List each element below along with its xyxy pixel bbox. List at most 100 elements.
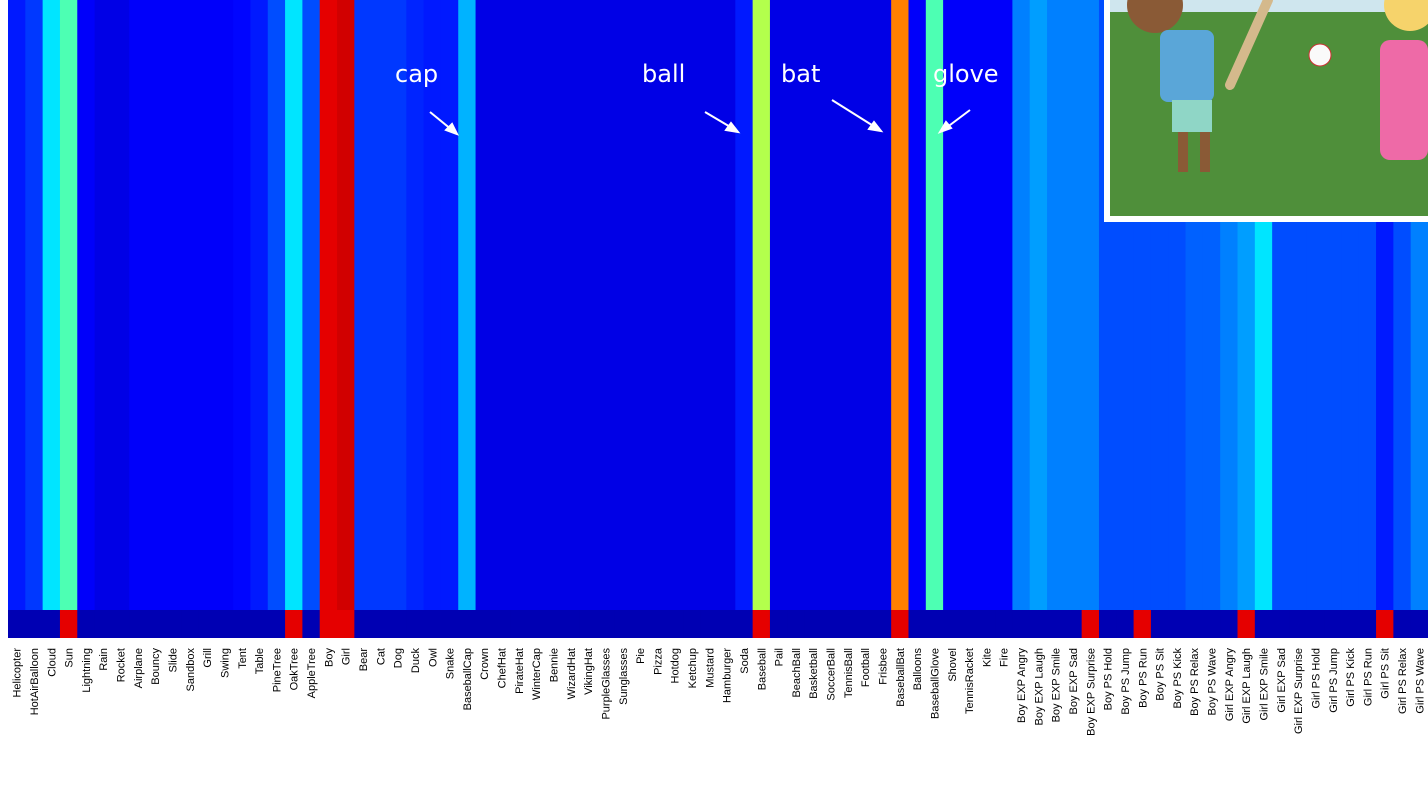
x-tick-label: Girl EXP Smile bbox=[1258, 648, 1270, 721]
heat-cell bbox=[510, 0, 528, 610]
heat-cell bbox=[649, 0, 667, 610]
heat-cell bbox=[787, 610, 805, 638]
heat-cell bbox=[354, 610, 372, 638]
heat-cell bbox=[770, 610, 788, 638]
heat-cell bbox=[43, 0, 61, 610]
heat-cell bbox=[943, 0, 961, 610]
x-tick-label: Pizza bbox=[652, 647, 664, 675]
heat-cell bbox=[1341, 610, 1359, 638]
heat-cell bbox=[129, 610, 147, 638]
heat-cell bbox=[960, 610, 978, 638]
heat-cell bbox=[389, 610, 407, 638]
heat-cell bbox=[787, 0, 805, 610]
heat-cell bbox=[164, 0, 182, 610]
x-tick-label: Boy bbox=[323, 648, 335, 667]
x-tick-label: Bennie bbox=[548, 648, 560, 682]
heat-cell bbox=[753, 0, 771, 610]
heat-cell bbox=[1393, 610, 1411, 638]
x-tick-label: AppleTree bbox=[306, 648, 318, 698]
x-tick-label: Tent bbox=[237, 648, 249, 669]
x-tick-label: Shovel bbox=[947, 648, 959, 682]
heat-cell bbox=[95, 610, 113, 638]
heat-cell bbox=[579, 0, 597, 610]
x-tick-label: Girl PS Relax bbox=[1397, 648, 1409, 715]
heat-cell bbox=[476, 610, 494, 638]
heat-cell bbox=[268, 0, 286, 610]
heat-cell bbox=[493, 610, 511, 638]
heat-cell bbox=[839, 610, 857, 638]
x-tick-label: Ketchup bbox=[687, 648, 699, 688]
heat-cell bbox=[77, 610, 95, 638]
heat-cell bbox=[1134, 610, 1152, 638]
heat-cell bbox=[320, 0, 338, 610]
heat-cell bbox=[978, 0, 996, 610]
heat-cell bbox=[1324, 610, 1342, 638]
heat-cell bbox=[770, 0, 788, 610]
x-tick-label: Girl PS Run bbox=[1362, 648, 1374, 706]
x-tick-label: PirateHat bbox=[514, 648, 526, 694]
annotation: bat bbox=[781, 60, 820, 88]
heat-cell bbox=[562, 0, 580, 610]
x-tick-label: Boy EXP Smile bbox=[1051, 648, 1063, 722]
x-tick-label: Bouncy bbox=[150, 648, 162, 685]
heat-cell bbox=[891, 0, 909, 610]
x-tick-label: Boy PS Sit bbox=[1155, 648, 1167, 701]
heat-cell bbox=[822, 0, 840, 610]
x-tick-label: Table bbox=[254, 648, 266, 674]
x-tick-label: Swing bbox=[219, 648, 231, 678]
heat-cell bbox=[649, 610, 667, 638]
x-tick-label: Cloud bbox=[46, 648, 58, 677]
heat-cell bbox=[908, 0, 926, 610]
heat-cell bbox=[25, 610, 43, 638]
heat-cell bbox=[822, 610, 840, 638]
heat-cell bbox=[943, 610, 961, 638]
x-tick-label: Crown bbox=[479, 648, 491, 680]
x-tick-label: Snake bbox=[445, 648, 457, 679]
x-tick-label: Cat bbox=[375, 648, 387, 665]
heat-cell bbox=[1255, 610, 1273, 638]
annotation: cap bbox=[395, 60, 438, 88]
heat-cell bbox=[874, 0, 892, 610]
heat-cell bbox=[441, 610, 459, 638]
heat-cell bbox=[476, 0, 494, 610]
x-tick-label: Boy PS Kick bbox=[1172, 648, 1184, 709]
heat-cell bbox=[631, 610, 649, 638]
heat-cell bbox=[597, 610, 615, 638]
annotation: ball bbox=[642, 60, 685, 88]
boy-leg bbox=[1178, 132, 1188, 172]
heat-cell bbox=[666, 0, 684, 610]
x-tick-label: TennisBall bbox=[843, 648, 855, 698]
heat-cell bbox=[112, 0, 130, 610]
heat-cell bbox=[1082, 610, 1100, 638]
x-tick-label: Fire bbox=[999, 648, 1011, 667]
heat-cell bbox=[701, 0, 719, 610]
x-tick-label: Girl PS Hold bbox=[1310, 648, 1322, 709]
heat-cell bbox=[285, 610, 303, 638]
x-tick-label: Football bbox=[860, 648, 872, 687]
x-tick-label: Grill bbox=[202, 648, 214, 668]
heat-cell bbox=[1012, 610, 1030, 638]
heat-cell bbox=[510, 610, 528, 638]
heat-cell bbox=[1411, 610, 1428, 638]
heat-cell bbox=[1307, 610, 1325, 638]
heat-cell bbox=[718, 0, 736, 610]
heat-cell bbox=[441, 0, 459, 610]
heat-cell bbox=[666, 610, 684, 638]
x-tick-label: SoccerBall bbox=[826, 648, 838, 701]
heat-cell bbox=[683, 610, 701, 638]
heat-cell bbox=[337, 610, 355, 638]
annotation: glove bbox=[933, 60, 999, 88]
x-tick-label: Hamburger bbox=[722, 648, 734, 703]
x-tick-label: Boy EXP Laugh bbox=[1033, 648, 1045, 725]
x-tick-label: Boy PS Jump bbox=[1120, 648, 1132, 715]
heat-cell bbox=[320, 610, 338, 638]
boy-shorts bbox=[1172, 100, 1212, 132]
x-tick-label: Hotdog bbox=[670, 648, 682, 683]
heat-cell bbox=[424, 610, 442, 638]
heat-cell bbox=[493, 0, 511, 610]
heat-cell bbox=[1116, 610, 1134, 638]
x-tick-label: Girl EXP Laugh bbox=[1241, 648, 1253, 724]
x-tick-label: Pail bbox=[774, 648, 786, 666]
heat-cell bbox=[562, 610, 580, 638]
heat-cell bbox=[528, 610, 546, 638]
